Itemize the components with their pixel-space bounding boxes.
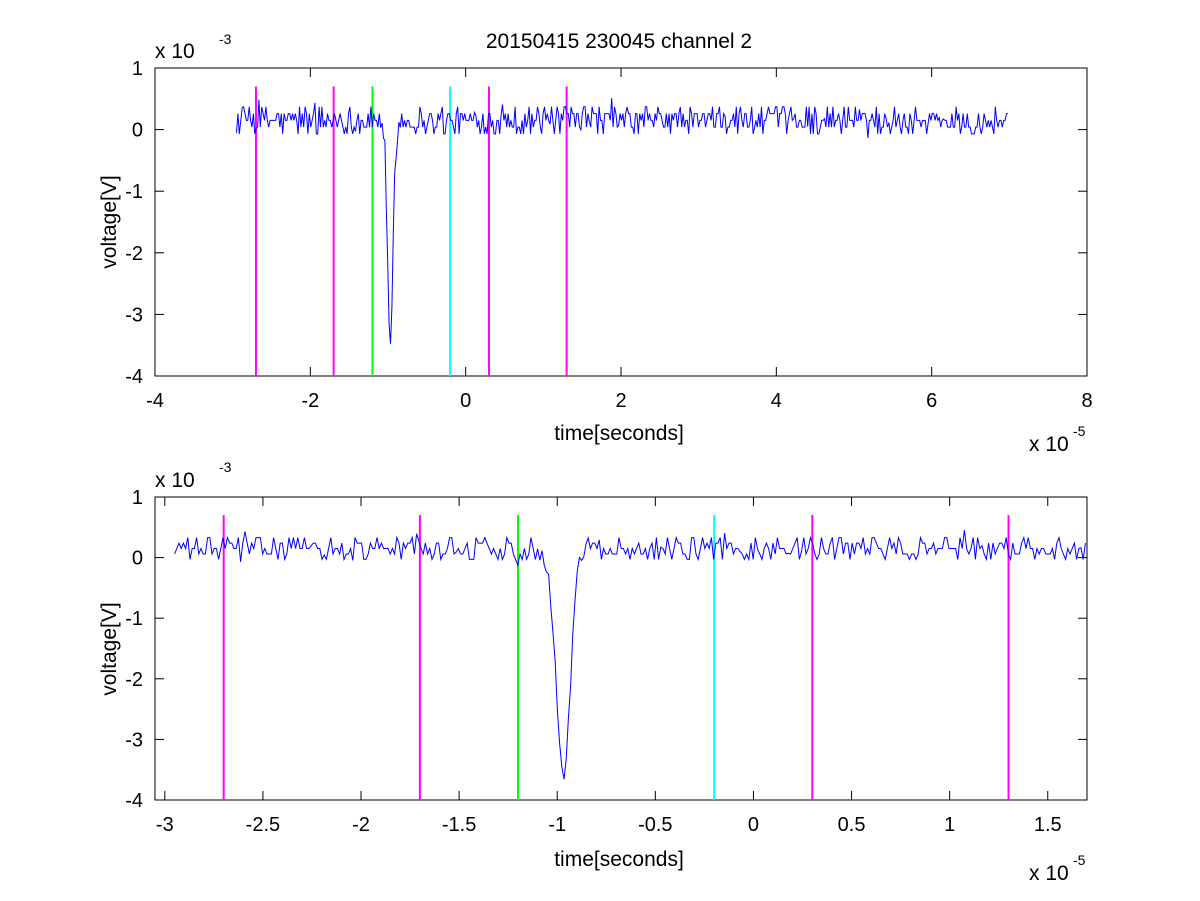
y-tick-label: -4 <box>125 366 143 388</box>
x-tick-label: 6 <box>926 390 937 412</box>
top-plot-x-exponent: x 10 -5 <box>1029 423 1086 456</box>
x-tick-label: -2.5 <box>246 814 280 836</box>
figure-title: 20150415 230045 channel 2 <box>486 30 752 53</box>
bottom-plot-y-ticks: -4 -3 -2 -1 0 1 <box>125 487 1087 812</box>
top-plot-panel: -4 -2 0 2 4 6 8 -4 -3 -2 -1 0 1 time[seconds] volta… <box>98 31 1093 456</box>
x-tick-label: 4 <box>771 390 782 412</box>
x-tick-label: -3 <box>156 814 174 836</box>
x-tick-label: 1 <box>944 814 955 836</box>
top-plot-x-exponent-power: -5 <box>1073 423 1086 439</box>
bottom-plot-y-exponent: x 10 -3 <box>155 459 232 492</box>
x-tick-label: 0 <box>748 814 759 836</box>
y-tick-label: -1 <box>125 608 143 630</box>
bottom-plot-y-exponent-base: x 10 <box>155 469 195 492</box>
top-plot-y-axis-label: voltage[V] <box>98 175 121 268</box>
bottom-plot-x-ticks: -3 -2.5 -2 -1.5 -1 -0.5 0 0.5 1 1.5 <box>156 497 1062 836</box>
top-plot-y-exponent: x 10 -3 <box>155 31 232 63</box>
bottom-plot-panel: -3 -2.5 -2 -1.5 -1 -0.5 0 0.5 1 1.5 -4 -3 -2 -1 0 1 ti… <box>98 459 1088 885</box>
x-tick-label: 0.5 <box>838 814 866 836</box>
y-tick-label: 0 <box>132 120 143 142</box>
x-tick-label: -1.5 <box>442 814 476 836</box>
bottom-plot-x-exponent: x 10 -5 <box>1029 852 1086 885</box>
bottom-plot-x-exponent-base: x 10 <box>1029 862 1069 885</box>
x-tick-label: 8 <box>1081 390 1092 412</box>
y-tick-label: -1 <box>125 181 143 203</box>
x-tick-label: 2 <box>615 390 626 412</box>
y-tick-label: -2 <box>125 243 143 265</box>
y-tick-label: 1 <box>132 58 143 80</box>
x-tick-label: -2 <box>301 390 319 412</box>
x-tick-label: -2 <box>352 814 370 836</box>
bottom-plot-y-axis-label: voltage[V] <box>98 602 121 695</box>
bottom-plot-x-axis-label: time[seconds] <box>554 848 684 871</box>
bottom-plot-y-exponent-power: -3 <box>219 459 232 475</box>
bottom-plot-x-exponent-power: -5 <box>1073 852 1086 868</box>
x-tick-label: -4 <box>146 390 164 412</box>
top-plot-x-axis-label: time[seconds] <box>554 422 684 445</box>
x-tick-label: -0.5 <box>638 814 672 836</box>
top-plot-y-ticks: -4 -3 -2 -1 0 1 <box>125 58 1087 388</box>
y-tick-label: -4 <box>125 790 143 812</box>
x-tick-label: 1.5 <box>1034 814 1062 836</box>
x-tick-label: 0 <box>460 390 471 412</box>
y-tick-label: -3 <box>125 304 143 326</box>
x-tick-label: -1 <box>548 814 566 836</box>
top-plot-x-exponent-base: x 10 <box>1029 433 1069 456</box>
y-tick-label: 1 <box>132 487 143 509</box>
y-tick-label: -2 <box>125 669 143 691</box>
top-plot-y-exponent-base: x 10 <box>155 40 195 63</box>
top-plot-voltage-trace <box>236 98 1008 344</box>
y-tick-label: -3 <box>125 729 143 751</box>
top-plot-marker-lines <box>254 86 568 376</box>
bottom-plot-voltage-trace <box>174 530 1086 780</box>
top-plot-x-ticks: -4 -2 0 2 4 6 8 <box>146 68 1093 412</box>
top-plot-y-exponent-power: -3 <box>219 31 232 47</box>
y-tick-label: 0 <box>132 548 143 570</box>
